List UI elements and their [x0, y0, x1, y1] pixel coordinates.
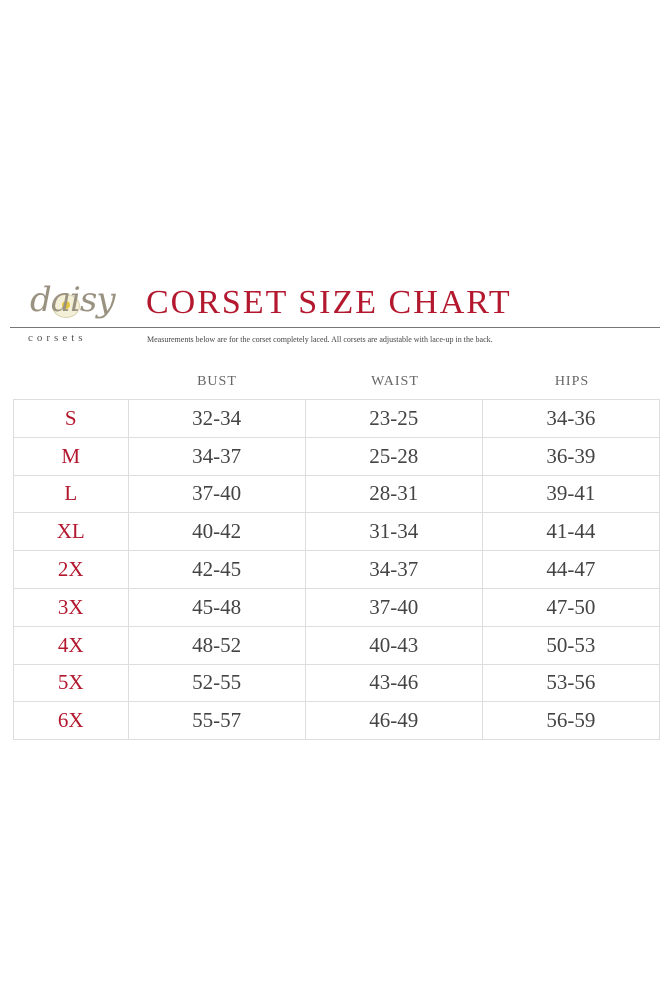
bust-cell: 40-42 [127, 512, 306, 552]
size-cell: 5X [13, 663, 129, 703]
page-title: CORSET SIZE CHART [146, 284, 512, 321]
bust-cell: 45-48 [127, 587, 306, 627]
table-row: XL 40-42 31-34 41-44 [13, 512, 661, 552]
bust-cell: 37-40 [127, 474, 306, 514]
hips-cell: 47-50 [481, 587, 661, 627]
waist-cell: 28-31 [304, 474, 483, 514]
divider [10, 327, 660, 328]
size-cell: 6X [13, 701, 129, 741]
table-row: 6X 55-57 46-49 56-59 [13, 701, 661, 741]
waist-cell: 40-43 [304, 625, 483, 665]
table-row: 4X 48-52 40-43 50-53 [13, 625, 661, 665]
size-cell: 4X [13, 625, 129, 665]
size-cell: M [13, 436, 129, 476]
size-cell: L [13, 474, 129, 514]
waist-cell: 25-28 [304, 436, 483, 476]
size-cell: XL [13, 512, 129, 552]
bust-cell: 48-52 [127, 625, 306, 665]
table-row: 5X 52-55 43-46 53-56 [13, 663, 661, 703]
hips-cell: 44-47 [481, 550, 661, 589]
table-row: S 32-34 23-25 34-36 [13, 399, 661, 438]
header-bust: BUST [197, 374, 237, 389]
table-row: L 37-40 28-31 39-41 [13, 474, 661, 514]
waist-cell: 46-49 [304, 701, 483, 741]
waist-cell: 31-34 [304, 512, 483, 552]
hips-cell: 36-39 [481, 436, 661, 476]
waist-cell: 43-46 [304, 663, 483, 703]
bust-cell: 42-45 [127, 550, 306, 589]
hips-cell: 39-41 [481, 474, 661, 514]
table-row: 3X 45-48 37-40 47-50 [13, 587, 661, 627]
hips-cell: 56-59 [481, 701, 661, 741]
bust-cell: 32-34 [127, 399, 306, 438]
bust-cell: 34-37 [127, 436, 306, 476]
bust-cell: 52-55 [127, 663, 306, 703]
size-table: S 32-34 23-25 34-36 M 34-37 25-28 36-39 L 37-40 28… [13, 399, 661, 741]
table-row: 2X 42-45 34-37 44-47 [13, 550, 661, 589]
bust-cell: 55-57 [127, 701, 306, 741]
waist-cell: 37-40 [304, 587, 483, 627]
header-waist: WAIST [371, 374, 419, 389]
daisy-corsets-logo: daisy corsets [8, 272, 138, 352]
hips-cell: 34-36 [481, 399, 661, 438]
size-cell: S [13, 399, 129, 438]
size-cell: 2X [13, 550, 129, 589]
logo-word: corsets [28, 332, 87, 344]
logo-script: daisy [30, 280, 116, 320]
flower-icon [52, 294, 80, 318]
table-row: M 34-37 25-28 36-39 [13, 436, 661, 476]
waist-cell: 23-25 [304, 399, 483, 438]
hips-cell: 50-53 [481, 625, 661, 665]
waist-cell: 34-37 [304, 550, 483, 589]
hips-cell: 41-44 [481, 512, 661, 552]
size-cell: 3X [13, 587, 129, 627]
header-hips: HIPS [554, 374, 590, 389]
hips-cell: 53-56 [481, 663, 661, 703]
subtitle: Measurements below are for the corset co… [147, 335, 493, 344]
